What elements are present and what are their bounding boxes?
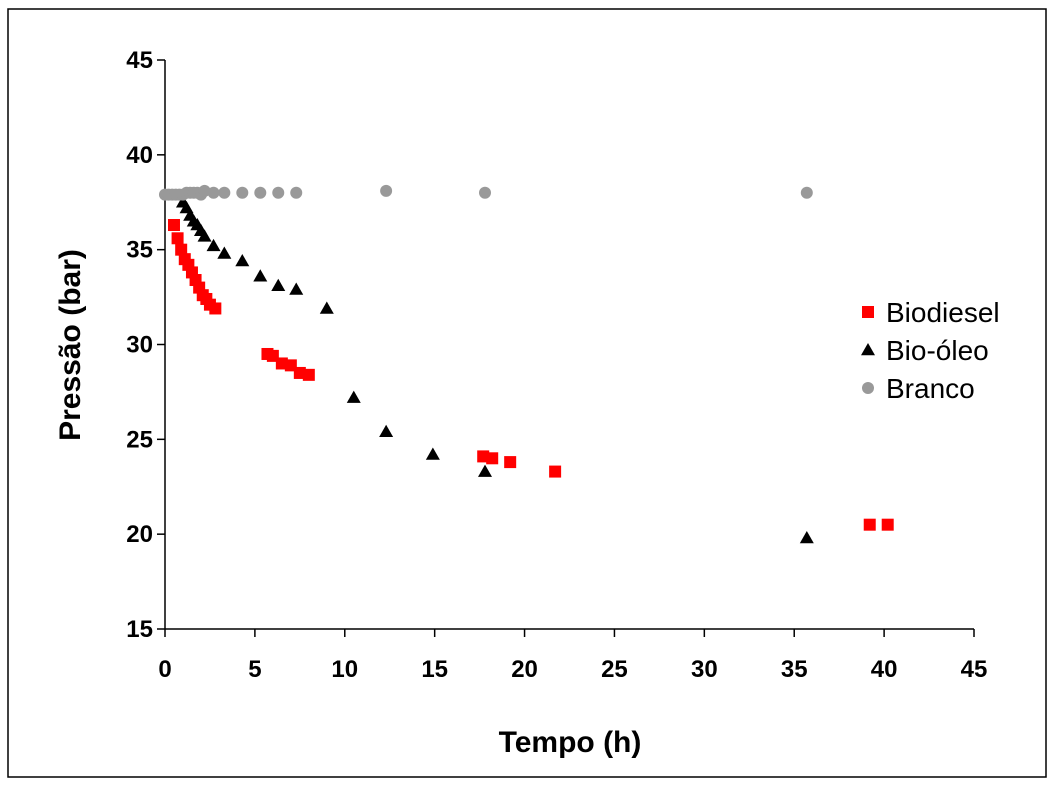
point-biodiesel [209, 302, 222, 315]
point-branco [198, 184, 211, 197]
point-bio-oleo [289, 282, 304, 295]
point-bio-oleo [425, 447, 440, 460]
point-bio-oleo [206, 238, 221, 252]
point-bio-oleo [319, 301, 334, 314]
point-branco [207, 186, 220, 199]
point-branco [800, 186, 813, 199]
chart-frame [7, 8, 1047, 778]
point-branco [254, 186, 267, 199]
point-biodiesel [486, 452, 499, 465]
y-tick-label: 20 [126, 521, 153, 548]
x-tick-label: 15 [421, 656, 448, 683]
point-biodiesel [504, 456, 517, 469]
x-tick-label: 35 [781, 656, 808, 683]
point-branco [272, 186, 285, 199]
series-bio-oleo [175, 195, 814, 544]
point-branco [290, 186, 303, 199]
legend-item-branco: Branco [862, 373, 975, 404]
legend-item-biodiesel: Biodiesel [862, 297, 1000, 328]
point-bio-oleo [217, 246, 232, 259]
point-bio-oleo [197, 229, 212, 242]
axes [157, 59, 975, 637]
y-tick-label: 45 [126, 47, 153, 74]
x-tick-label: 40 [871, 656, 898, 683]
legend-label-branco: Branco [886, 373, 975, 404]
x-tick-label: 45 [961, 656, 988, 683]
legend-marker-branco [862, 382, 874, 394]
legend-marker-bio-oleo [861, 343, 875, 356]
point-branco [218, 186, 231, 199]
tick-labels: 15 20 25 30 35 40 45 0 5 10 15 20 25 30 35 40 45 [126, 47, 987, 683]
point-branco [236, 186, 249, 199]
point-bio-oleo [235, 254, 250, 267]
point-biodiesel [171, 232, 184, 245]
data-points [159, 184, 894, 544]
point-bio-oleo [799, 530, 814, 544]
point-biodiesel [549, 465, 562, 478]
point-bio-oleo [271, 278, 286, 291]
y-tick-label: 35 [126, 237, 153, 264]
point-biodiesel [881, 518, 894, 531]
x-tick-label: 0 [158, 656, 171, 683]
point-biodiesel [302, 368, 315, 381]
point-biodiesel [863, 518, 876, 531]
y-tick-label: 40 [126, 142, 153, 169]
series-biodiesel [167, 219, 894, 531]
x-tick-label: 25 [601, 656, 628, 683]
point-bio-oleo [478, 464, 493, 477]
legend-label-biodiesel: Biodiesel [886, 297, 1000, 328]
legend: Biodiesel Bio-óleo Branco [861, 297, 1000, 404]
point-bio-oleo [253, 269, 268, 282]
point-biodiesel [175, 243, 188, 256]
legend-label-bio-oleo: Bio-óleo [886, 335, 989, 366]
x-tick-label: 20 [511, 656, 538, 683]
y-tick-label: 25 [126, 426, 153, 453]
point-bio-oleo [346, 390, 361, 403]
x-tick-label: 30 [691, 656, 718, 683]
point-branco [380, 184, 393, 197]
series-branco [159, 184, 813, 201]
point-bio-oleo [379, 424, 394, 437]
x-tick-label: 5 [248, 656, 261, 683]
y-axis-title: Pressão (bar) [54, 249, 87, 441]
legend-marker-biodiesel [862, 306, 874, 318]
y-tick-label: 30 [126, 332, 153, 359]
legend-item-bio-oleo: Bio-óleo [861, 335, 989, 366]
point-branco [479, 186, 492, 199]
point-biodiesel [167, 219, 180, 232]
x-axis-title: Tempo (h) [499, 726, 642, 759]
y-tick-label: 15 [126, 616, 153, 643]
x-tick-label: 10 [331, 656, 358, 683]
